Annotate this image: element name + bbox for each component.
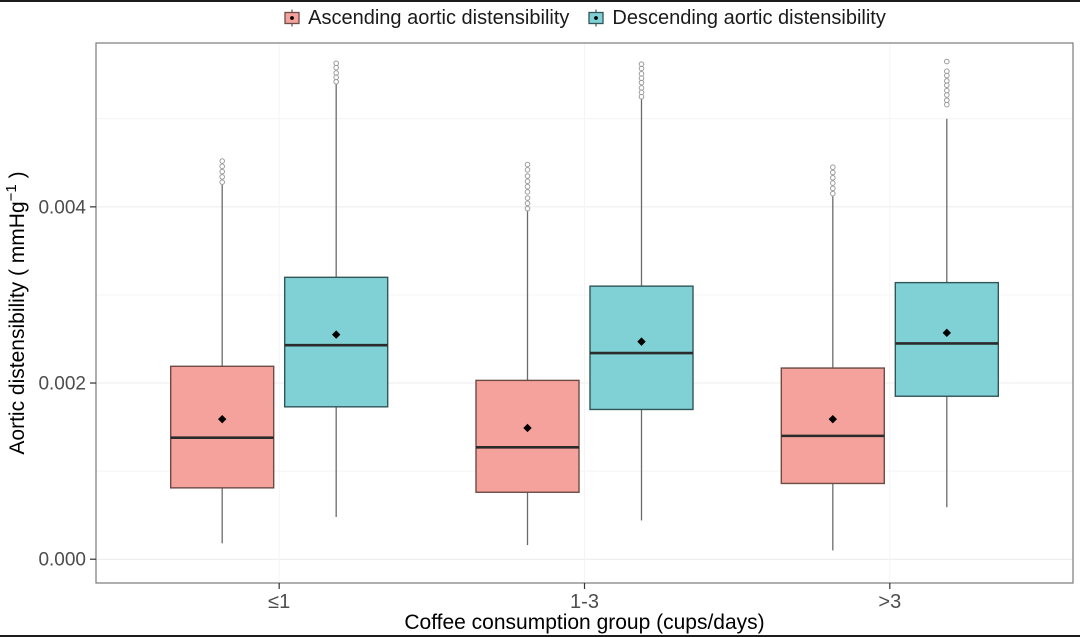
x-tick-label: ≤1: [268, 591, 290, 613]
x-tick-label: >3: [878, 591, 901, 613]
outlier-point: [944, 68, 950, 74]
outlier-point: [333, 70, 339, 76]
x-tick-label: 1-3: [570, 591, 599, 613]
legend-item-descending: Descending aortic distensibility: [587, 6, 886, 30]
outlier-point: [524, 167, 531, 173]
iqr-box: [169, 365, 275, 489]
box-ascending-group2: [475, 161, 580, 546]
mean-point: [637, 337, 646, 346]
outlier-point: [219, 158, 225, 164]
boxplot-key-icon: [284, 9, 300, 27]
box-ascending-group1: [169, 158, 275, 544]
iqr-box: [475, 379, 580, 493]
outlier-point: [638, 61, 645, 67]
outlier-point: [830, 180, 836, 186]
outlier-point: [830, 164, 836, 171]
outlier-point: [830, 185, 836, 192]
outlier-point: [524, 161, 531, 168]
box-ascending-group3: [780, 164, 886, 551]
legend-label-descending: Descending aortic distensibility: [612, 6, 886, 29]
outlier-point: [944, 87, 950, 94]
legend-label-ascending: Ascending aortic distensibility: [308, 6, 570, 29]
outlier-point: [830, 169, 836, 176]
outlier-point: [638, 71, 645, 77]
iqr-box: [283, 276, 389, 408]
outlier-point: [219, 174, 225, 180]
outlier-point: [944, 97, 950, 104]
mean-point: [331, 330, 341, 339]
y-axis-title: Aortic distensibility ( mmHg−1 ): [3, 171, 29, 454]
outlier-point: [524, 200, 531, 207]
boxplot-key-icon: [588, 9, 605, 27]
figure-border-bottom: [0, 635, 1080, 637]
outlier-point: [524, 205, 531, 212]
outlier-point: [219, 163, 225, 170]
outlier-point: [944, 58, 950, 65]
mean-point: [217, 414, 227, 424]
figure-border-top: [0, 0, 1080, 2]
mean-point: [942, 328, 952, 338]
mean-point: [523, 423, 532, 433]
legend: Ascending aortic distensibility Descendi…: [96, 4, 1073, 32]
iqr-box: [894, 281, 1000, 397]
outlier-point: [944, 78, 950, 84]
outlier-point: [524, 183, 531, 190]
y-tick-label: 0.004: [38, 197, 86, 218]
outlier-point: [524, 195, 531, 201]
outlier-point: [219, 179, 225, 185]
outlier-point: [219, 168, 225, 175]
iqr-box: [780, 367, 886, 485]
y-tick-label: 0.000: [38, 550, 86, 571]
outlier-point: [524, 173, 531, 179]
y-tick-label: 0.002: [38, 374, 86, 395]
x-axis-title: Coffee consumption group (cups/days): [404, 611, 764, 634]
box-descending-group2: [589, 61, 694, 521]
outlier-point: [333, 60, 339, 67]
outlier-point: [638, 85, 645, 91]
legend-item-ascending: Ascending aortic distensibility: [283, 7, 569, 30]
outlier-point: [830, 190, 836, 197]
box-descending-group1: [283, 60, 389, 517]
box-descending-group3: [894, 58, 1000, 508]
outlier-point: [524, 178, 531, 185]
iqr-box: [589, 285, 694, 411]
outlier-point: [830, 174, 836, 181]
outlier-point: [524, 189, 531, 195]
mean-point: [828, 414, 838, 424]
